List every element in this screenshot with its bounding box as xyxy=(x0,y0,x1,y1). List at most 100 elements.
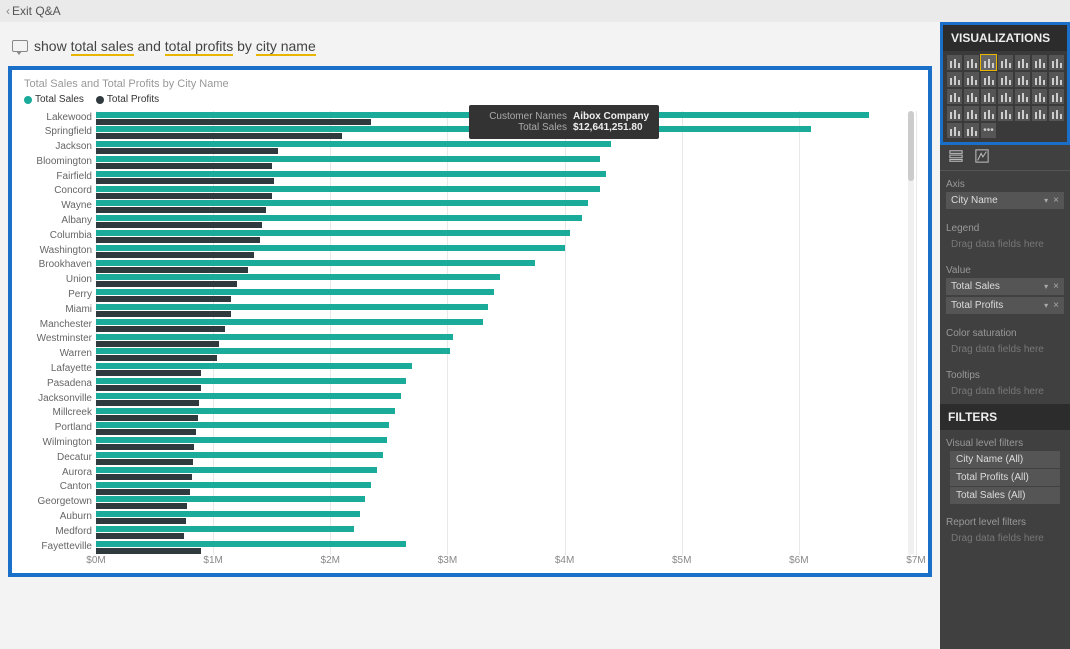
visualizations-header[interactable]: VISUALIZATIONS xyxy=(943,25,1067,51)
bar-sales[interactable] xyxy=(96,141,611,147)
gauge-icon[interactable] xyxy=(1049,89,1064,104)
bar-sales[interactable] xyxy=(96,289,494,295)
bar-sales[interactable] xyxy=(96,482,371,488)
qna-input-row[interactable]: show total sales and total profits by ci… xyxy=(12,38,932,54)
bar-row[interactable] xyxy=(96,199,916,214)
bar-profits[interactable] xyxy=(96,355,217,361)
bar-profits[interactable] xyxy=(96,237,260,243)
remove-field-icon[interactable]: × xyxy=(1053,300,1059,311)
bar-profits[interactable] xyxy=(96,252,254,258)
bar-row[interactable] xyxy=(96,303,916,318)
bar-sales[interactable] xyxy=(96,200,588,206)
bar-sales[interactable] xyxy=(96,452,383,458)
slicer-icon[interactable] xyxy=(998,106,1013,121)
bar-profits[interactable] xyxy=(96,400,199,406)
remove-field-icon[interactable]: × xyxy=(1053,195,1059,206)
bar-sales[interactable] xyxy=(96,260,535,266)
bar-sales[interactable] xyxy=(96,126,811,132)
bar-sales[interactable] xyxy=(96,171,606,177)
bar-sales[interactable] xyxy=(96,215,582,221)
bar-row[interactable] xyxy=(96,495,916,510)
bar-sales[interactable] xyxy=(96,408,395,414)
bar-row[interactable] xyxy=(96,214,916,229)
bar-profits[interactable] xyxy=(96,296,231,302)
bar-sales[interactable] xyxy=(96,511,360,517)
waterfall-icon[interactable] xyxy=(1032,72,1047,87)
bar-sales[interactable] xyxy=(96,393,401,399)
ribbon-icon[interactable] xyxy=(1015,72,1030,87)
bar-profits[interactable] xyxy=(96,385,201,391)
bar-row[interactable] xyxy=(96,451,916,466)
format-tab-icon[interactable] xyxy=(974,149,990,166)
fields-tab-icon[interactable] xyxy=(948,149,964,166)
bar-profits[interactable] xyxy=(96,429,196,435)
bar-row[interactable] xyxy=(96,436,916,451)
bar-row[interactable] xyxy=(96,273,916,288)
bar-row[interactable] xyxy=(96,244,916,259)
bar-profits[interactable] xyxy=(96,163,272,169)
bar-profits[interactable] xyxy=(96,193,272,199)
bar-sales[interactable] xyxy=(96,422,389,428)
line-icon[interactable] xyxy=(1049,55,1064,70)
bar-sales[interactable] xyxy=(96,304,488,310)
bar-row[interactable] xyxy=(96,259,916,274)
bar-profits[interactable] xyxy=(96,518,186,524)
bar-sales[interactable] xyxy=(96,467,377,473)
bar-sales[interactable] xyxy=(96,245,565,251)
combo-icon[interactable] xyxy=(981,72,996,87)
tooltip-drop-hint[interactable]: Drag data fields here xyxy=(946,383,1064,400)
bar-sales[interactable] xyxy=(96,541,406,547)
bar-row[interactable] xyxy=(96,185,916,200)
bar-row[interactable] xyxy=(96,140,916,155)
bar-sales[interactable] xyxy=(96,526,354,532)
combo2-icon[interactable] xyxy=(998,72,1013,87)
exit-qna-link[interactable]: Exit Q&A xyxy=(12,4,61,18)
bar-profits[interactable] xyxy=(96,311,231,317)
clustered-bar-v-icon[interactable] xyxy=(998,55,1013,70)
legend-item[interactable]: Total Sales xyxy=(24,94,84,105)
bar-sales[interactable] xyxy=(96,274,500,280)
scatter-icon[interactable] xyxy=(1049,72,1064,87)
bar-row[interactable] xyxy=(96,525,916,540)
remove-field-icon[interactable]: × xyxy=(1053,281,1059,292)
bar-profits[interactable] xyxy=(96,148,278,154)
bar-row[interactable] xyxy=(96,318,916,333)
bar-profits[interactable] xyxy=(96,489,190,495)
chart-scroll-thumb[interactable] xyxy=(908,111,914,181)
bar-row[interactable] xyxy=(96,362,916,377)
chart-scroll-track[interactable] xyxy=(908,111,914,555)
axis-field-pill[interactable]: City Name▾× xyxy=(946,192,1064,209)
bar-row[interactable] xyxy=(96,466,916,481)
bar-profits[interactable] xyxy=(96,133,342,139)
clustered-bar-h-icon[interactable] xyxy=(981,55,996,70)
kpi-icon[interactable] xyxy=(981,106,996,121)
bar-profits[interactable] xyxy=(96,178,274,184)
multi-card-icon[interactable] xyxy=(964,106,979,121)
r-icon[interactable] xyxy=(1049,106,1064,121)
funnel-icon[interactable] xyxy=(1032,89,1047,104)
bar-row[interactable] xyxy=(96,170,916,185)
bar-profits[interactable] xyxy=(96,503,187,509)
more-icon[interactable]: ••• xyxy=(981,123,996,138)
bar-row[interactable] xyxy=(96,347,916,362)
treemap-icon[interactable] xyxy=(981,89,996,104)
bar-profits[interactable] xyxy=(96,207,266,213)
bar-row[interactable] xyxy=(96,540,916,555)
bar-profits[interactable] xyxy=(96,281,237,287)
bar-sales[interactable] xyxy=(96,186,600,192)
bar-profits[interactable] xyxy=(96,548,201,554)
bar-sales[interactable] xyxy=(96,319,483,325)
stacked-bar-h-icon[interactable] xyxy=(947,55,962,70)
value-field-pill[interactable]: Total Profits▾× xyxy=(946,297,1064,314)
bar-sales[interactable] xyxy=(96,437,387,443)
bar-row[interactable] xyxy=(96,510,916,525)
legend-item[interactable]: Total Profits xyxy=(96,94,159,105)
bar-row[interactable] xyxy=(96,229,916,244)
donut-icon[interactable] xyxy=(964,89,979,104)
filter-item[interactable]: City Name (All) xyxy=(950,451,1060,468)
bar-row[interactable] xyxy=(96,421,916,436)
bar-row[interactable] xyxy=(96,288,916,303)
bar-profits[interactable] xyxy=(96,370,201,376)
bar-sales[interactable] xyxy=(96,363,412,369)
bar-row[interactable] xyxy=(96,481,916,496)
